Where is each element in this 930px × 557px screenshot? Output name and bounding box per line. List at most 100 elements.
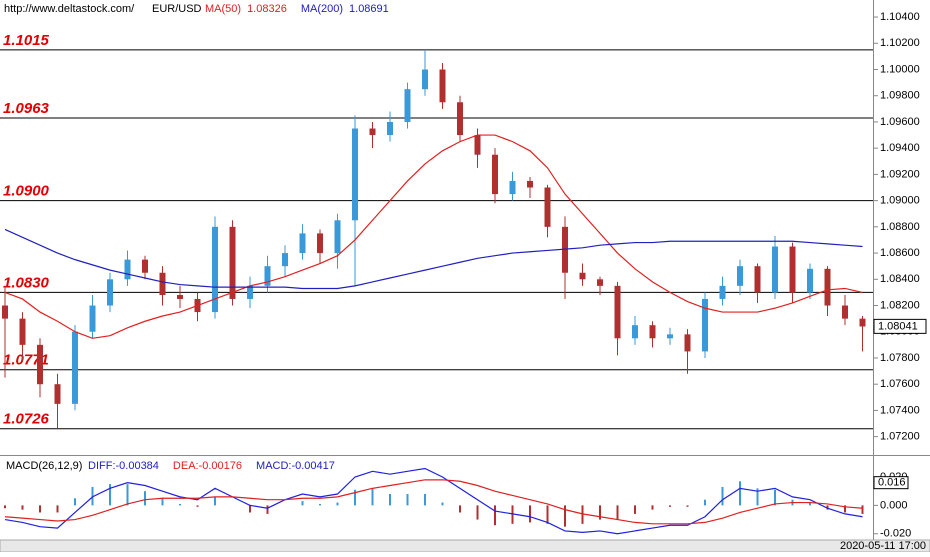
candle-body <box>387 121 393 136</box>
candle-body <box>632 325 638 339</box>
candle-body <box>107 279 113 306</box>
histogram-bar <box>441 502 444 506</box>
histogram-bar <box>126 484 129 506</box>
date-label: 2020-05-11 17:00 <box>840 540 926 552</box>
level-label: 1.0900 <box>3 183 50 200</box>
line-series <box>4 228 863 290</box>
indicator-value: DIFF:-0.00384 <box>88 460 159 472</box>
candle-body <box>54 384 61 404</box>
level-label: 1.0726 <box>3 411 50 428</box>
y-tick-label: 1.09600 <box>880 116 920 128</box>
candle-body <box>439 69 446 103</box>
histogram-bar <box>581 505 584 524</box>
candle-body <box>352 128 358 221</box>
histogram-bar <box>161 498 164 506</box>
y-tick-label: 1.07200 <box>880 431 920 443</box>
candle-body <box>719 285 726 299</box>
candle-body <box>562 226 568 273</box>
candle-body <box>842 305 848 319</box>
legend-name: MA(50) <box>205 3 241 15</box>
value-label: 0.016 <box>878 477 906 489</box>
candle-body <box>789 246 796 293</box>
histogram-bar <box>354 489 356 506</box>
histogram-bar <box>844 505 846 513</box>
histogram-bar <box>424 494 426 506</box>
histogram-bar <box>91 486 94 506</box>
candle-body <box>282 253 288 267</box>
candle-body <box>159 272 166 296</box>
y-tick-label: 1.09400 <box>880 142 920 154</box>
histogram-bar <box>721 486 724 506</box>
y-tick-label: 1.10000 <box>880 63 920 75</box>
candle-body <box>772 246 778 293</box>
line-series <box>4 467 863 535</box>
candle-body <box>177 295 183 299</box>
candle-body <box>212 226 218 313</box>
histogram-bar <box>686 505 689 507</box>
symbol: EUR/USD <box>152 3 202 15</box>
histogram-bar <box>249 505 251 513</box>
histogram-bar <box>459 505 461 513</box>
candle-body <box>527 180 533 188</box>
candle-body <box>859 318 866 327</box>
histogram-bar <box>861 505 864 514</box>
histogram-bar <box>336 502 339 506</box>
histogram-bar <box>774 489 776 506</box>
y-tick-label: 1.08200 <box>880 299 920 311</box>
histogram-bar <box>389 494 391 506</box>
histogram-bar <box>476 505 479 520</box>
histogram-bar <box>39 505 41 513</box>
price-box <box>873 318 927 334</box>
histogram-bar <box>564 505 566 527</box>
indicator-value: DEA:-0.00176 <box>173 460 242 472</box>
histogram-bar <box>319 503 321 506</box>
candle-body <box>124 259 131 280</box>
histogram-bar <box>739 481 741 506</box>
y-tick-label: 1.07800 <box>880 352 920 364</box>
histogram-bar <box>21 505 24 510</box>
histogram-bar <box>669 505 671 507</box>
histogram-bar <box>4 505 6 509</box>
histogram-bar <box>144 491 146 506</box>
candle-body <box>737 266 743 286</box>
y-tick-label: 1.10200 <box>880 37 920 49</box>
y-tick-label: 1.08800 <box>880 221 920 233</box>
candle-body <box>334 220 341 254</box>
candle-body <box>824 268 831 306</box>
scrollbar[interactable] <box>0 539 930 553</box>
candle-body <box>229 226 236 299</box>
source-url: http://www.deltastock.com/ <box>4 3 135 15</box>
y-tick-label: 1.07400 <box>880 404 920 416</box>
histogram-bar <box>704 499 706 506</box>
y-tick-label: 1.07600 <box>880 378 920 390</box>
candle-body <box>579 272 586 280</box>
candle-body <box>614 285 621 339</box>
candle-body <box>492 154 498 195</box>
y-tick-label: 1.08600 <box>880 247 920 259</box>
candle-body <box>544 187 551 227</box>
candle-body <box>19 318 26 345</box>
candle-body <box>667 334 673 339</box>
histogram-bar <box>371 488 374 506</box>
histogram-bar <box>511 505 514 524</box>
legend-value: 1.08326 <box>247 3 287 15</box>
candle-body <box>247 285 253 299</box>
candle-body <box>72 331 78 404</box>
candle-body <box>649 325 656 339</box>
level-label: 1.1015 <box>3 32 50 49</box>
y-tick-label: 1.08400 <box>880 273 920 285</box>
histogram-bar <box>651 505 654 510</box>
y-tick-label: 1.09800 <box>880 90 920 102</box>
candle-body <box>597 279 603 286</box>
legend-value: 1.08691 <box>349 3 389 15</box>
candle-body <box>754 266 761 293</box>
y-tick-label: 1.09200 <box>880 168 920 180</box>
price-label: 1.08041 <box>878 320 918 332</box>
y-tick-label: 1.09000 <box>880 195 920 207</box>
y-tick-label: 0.000 <box>880 499 908 511</box>
histogram-bar <box>494 505 496 526</box>
candle-body <box>509 180 516 195</box>
histogram-bar <box>599 505 601 520</box>
